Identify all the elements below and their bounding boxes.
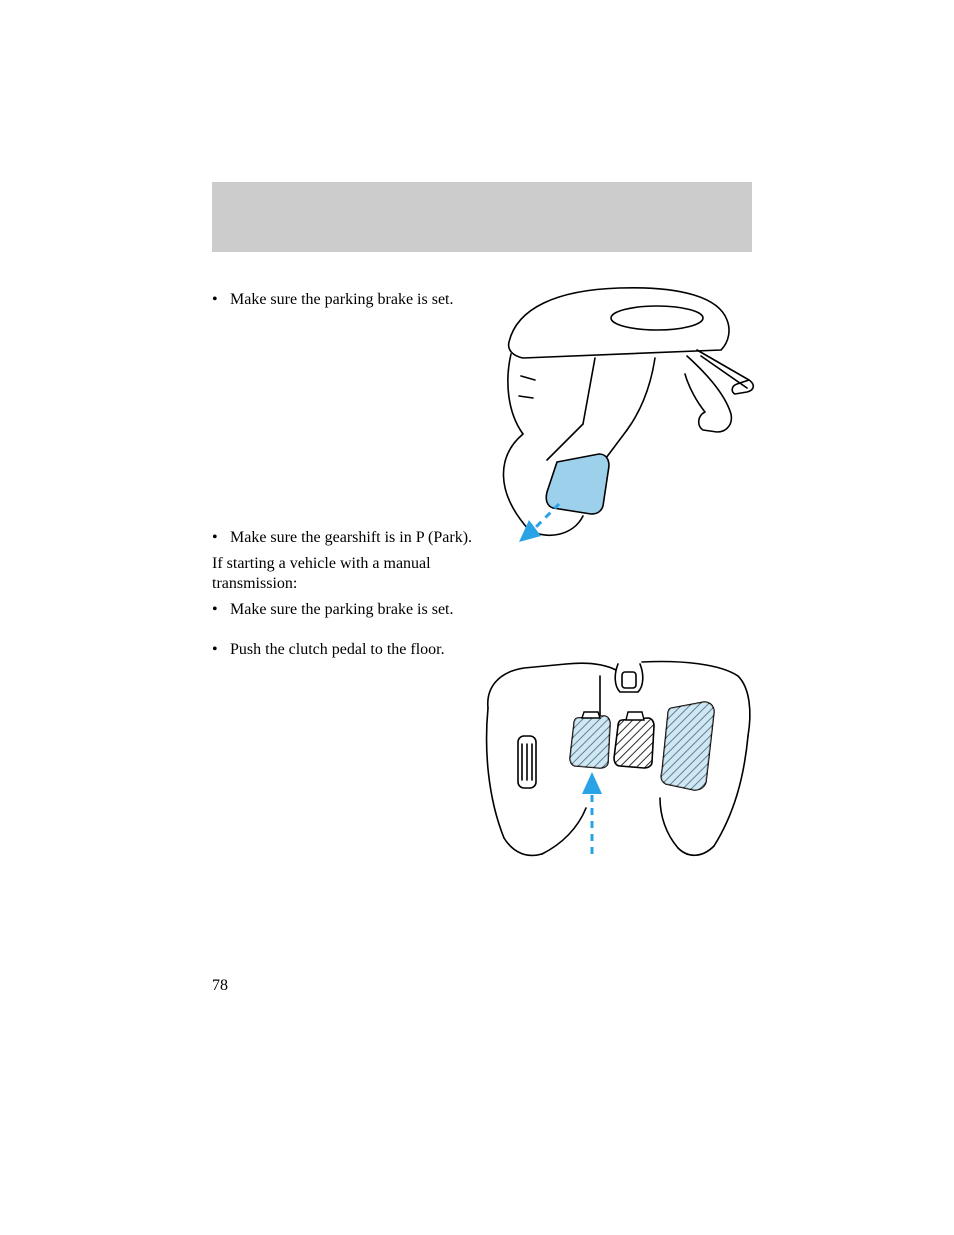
page-number: 78 <box>212 977 228 995</box>
bullet-dot: • <box>212 290 230 310</box>
bullet-item: • Make sure the gearshift is in P (Park)… <box>212 528 472 548</box>
bullet-item: • Push the clutch pedal to the floor. <box>212 640 472 660</box>
bullet-text: Push the clutch pedal to the floor. <box>230 640 445 660</box>
text-block-2: • Make sure the gearshift is in P (Park)… <box>212 528 472 660</box>
bullet-dot: • <box>212 640 230 660</box>
bullet-dot: • <box>212 528 230 548</box>
figure-parking-brake <box>487 284 755 544</box>
bullet-item: • Make sure the parking brake is set. <box>212 600 472 620</box>
paragraph: If starting a vehicle with a manual tran… <box>212 554 472 594</box>
bullet-dot: • <box>212 600 230 620</box>
figure-clutch-pedal <box>482 658 754 863</box>
bullet-text: Make sure the parking brake is set. <box>230 600 453 620</box>
page: • Make sure the parking brake is set. • … <box>0 0 954 1235</box>
bullet-text: Make sure the parking brake is set. <box>230 290 453 310</box>
text-block-1: • Make sure the parking brake is set. <box>212 290 472 310</box>
pedals-illustration <box>482 658 754 863</box>
parking-brake-illustration <box>487 284 755 544</box>
header-bar <box>212 182 752 252</box>
bullet-item: • Make sure the parking brake is set. <box>212 290 472 310</box>
bullet-text: Make sure the gearshift is in P (Park). <box>230 528 472 548</box>
